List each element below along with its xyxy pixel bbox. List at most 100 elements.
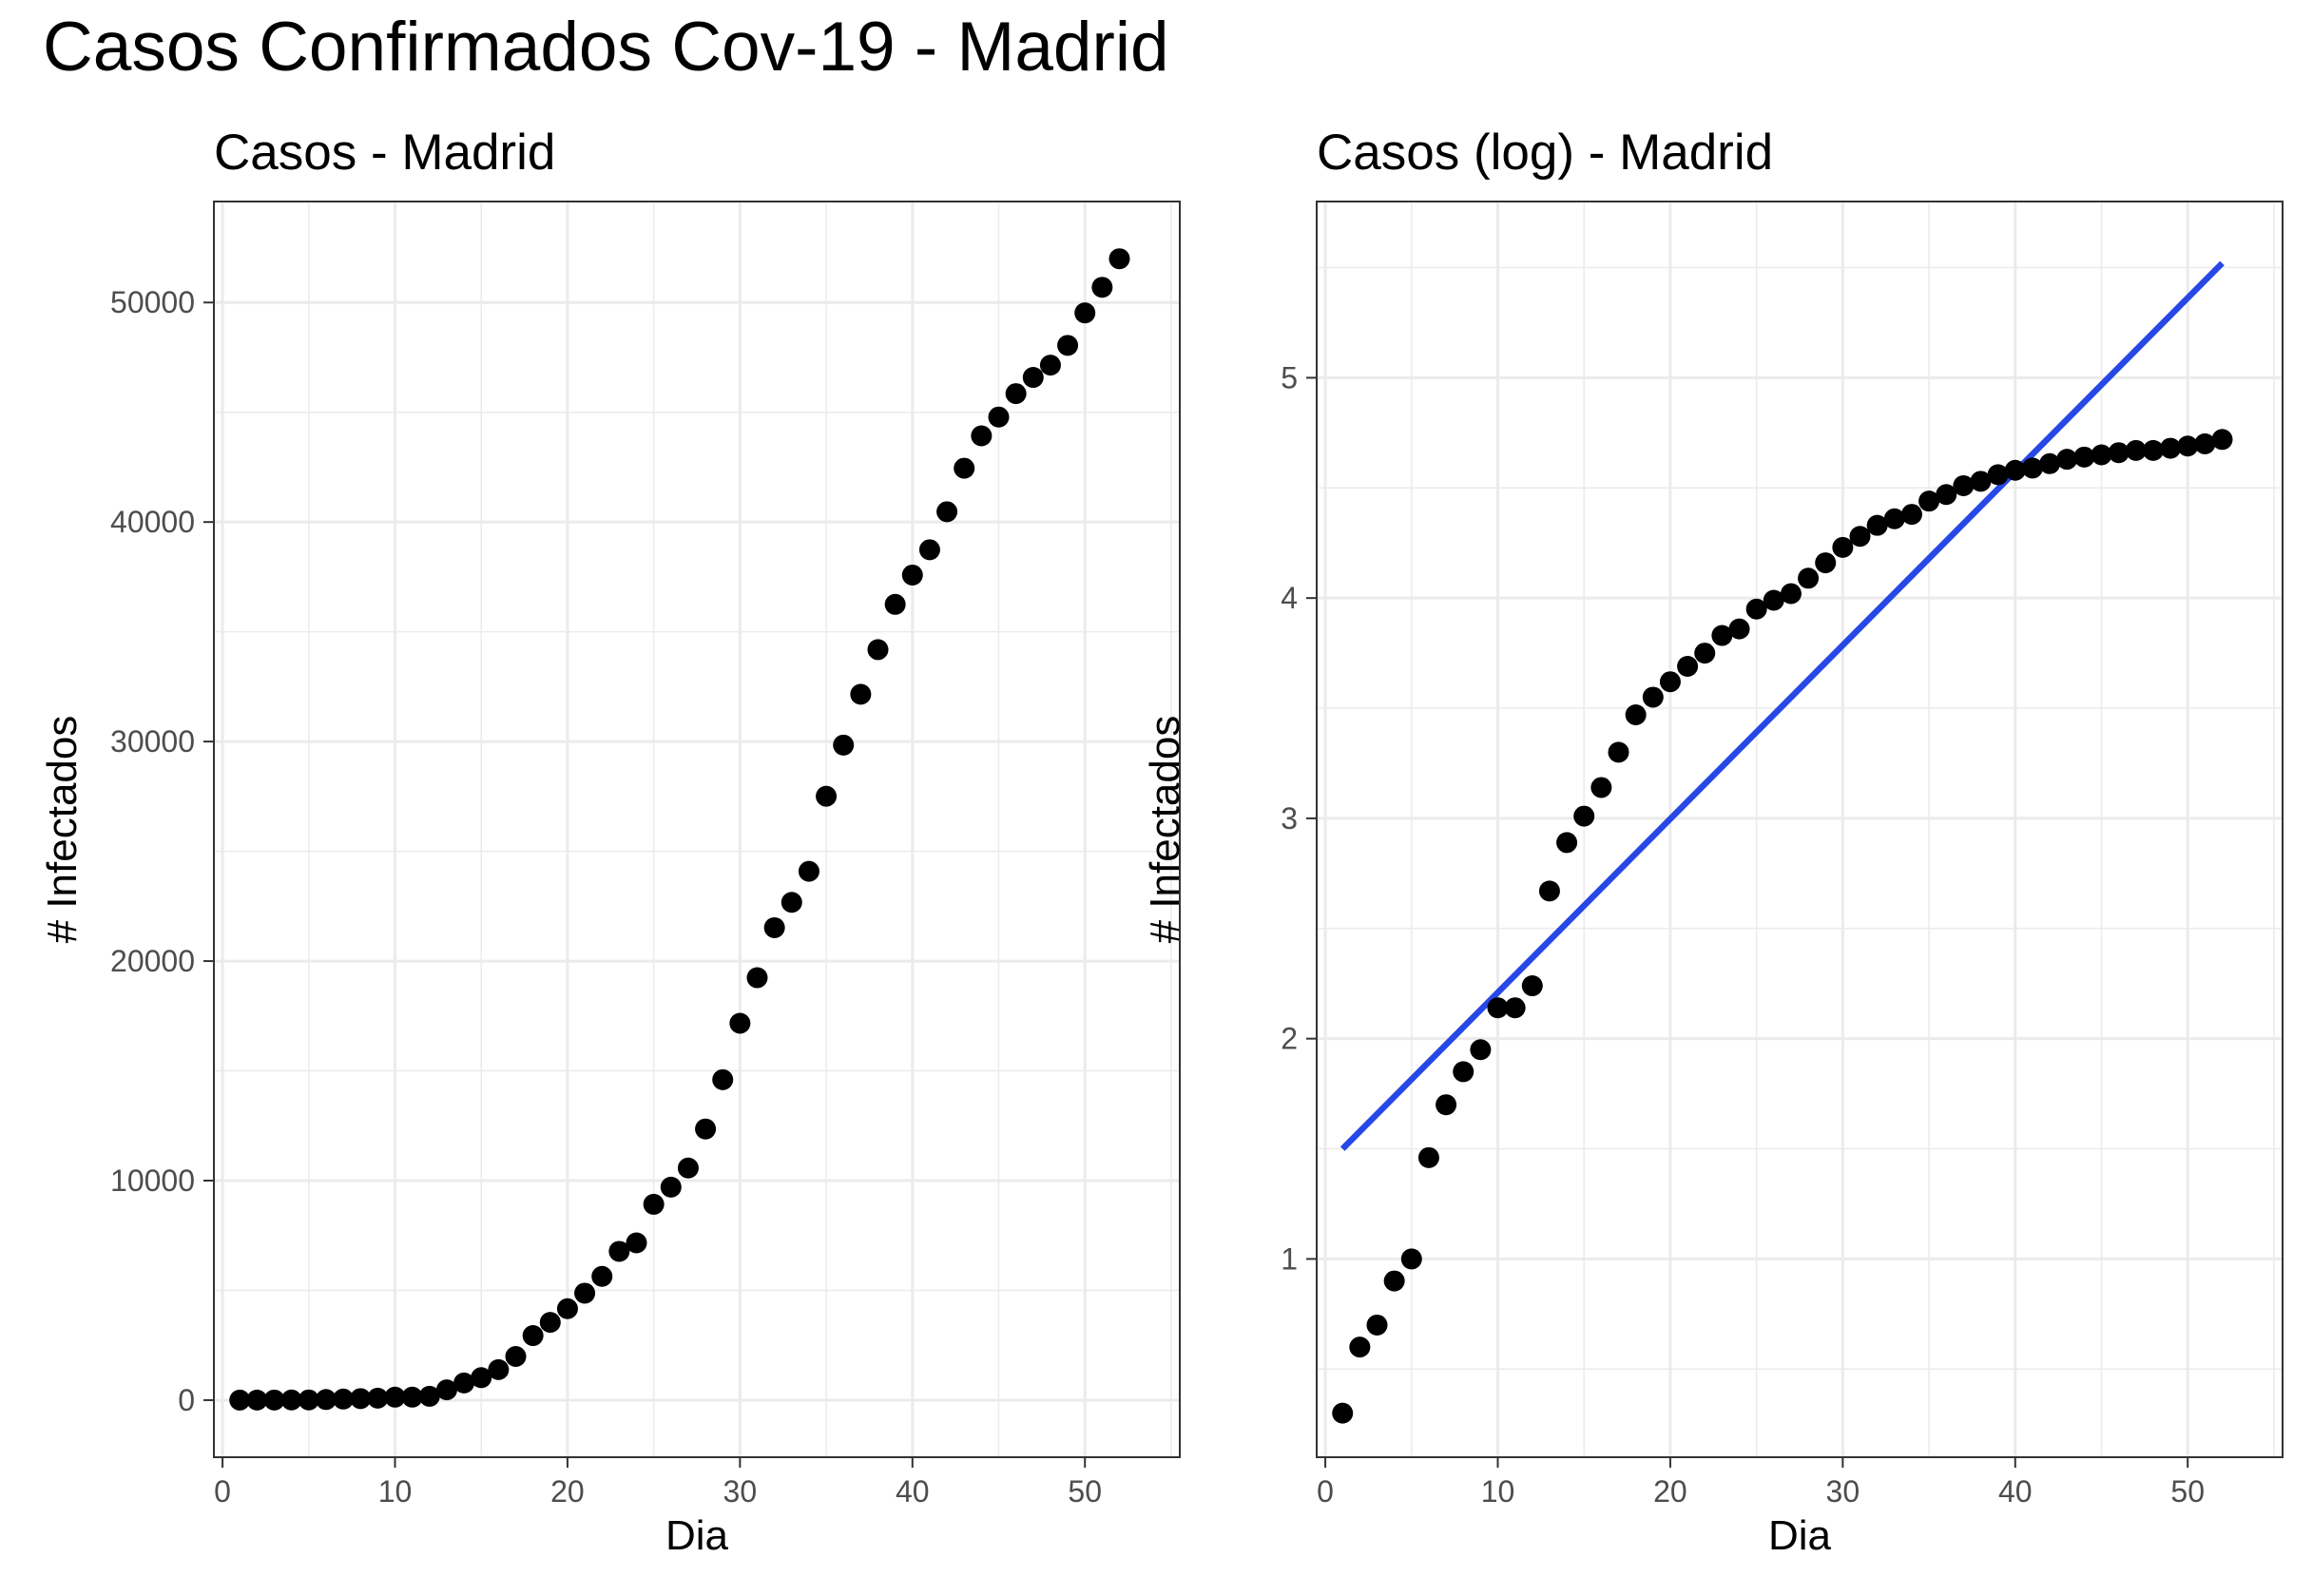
x-tick-label: 40 [1998,1474,2033,1509]
data-point [2177,435,2199,457]
data-point [1400,1248,1422,1270]
panel-border [213,201,1181,1458]
y-tick-label: 3 [1281,801,1298,836]
data-point [1918,490,1940,512]
data-point [763,916,785,938]
data-point [1108,248,1130,270]
data-point [1366,1314,1388,1336]
data-point [1383,1270,1405,1292]
data-point [435,1379,457,1401]
panel-border [1316,201,2284,1458]
data-point [280,1389,302,1411]
data-point [626,1232,647,1254]
data-point [1538,880,1560,902]
y-tick-label: 50000 [110,285,195,319]
data-point [2004,459,2026,481]
data-point [1763,589,1784,611]
data-point [677,1157,699,1179]
data-point [246,1389,268,1411]
data-point [2125,439,2147,461]
panel-background [214,202,1180,1457]
data-point [1590,777,1612,798]
y-tick-label: 40000 [110,505,195,539]
data-point [1074,302,1096,324]
x-tick-label: 20 [1653,1474,1687,1509]
data-point [816,785,838,807]
x-tick-label: 0 [1317,1474,1334,1509]
x-tick-label: 20 [550,1474,585,1509]
data-point [608,1240,630,1262]
data-point [591,1265,613,1287]
data-point [367,1387,389,1409]
data-point [333,1388,355,1410]
data-point [1625,703,1647,725]
data-point [884,593,906,615]
data-point [746,967,768,989]
data-point [471,1367,492,1389]
x-axis-label: Dia [665,1512,729,1559]
data-point [2108,442,2130,464]
data-point [1453,1061,1475,1083]
data-point [574,1282,596,1304]
y-tick-label: 5 [1281,360,1298,394]
data-point [2073,446,2095,468]
x-tick-label: 30 [1826,1474,1860,1509]
data-point [1900,504,1922,526]
data-point [1953,474,1975,496]
panel-title: Casos - Madrid [214,125,555,181]
data-point [918,539,940,561]
y-tick-label: 20000 [110,944,195,978]
data-point [1057,335,1079,356]
data-point [1987,464,2009,486]
data-point [1642,686,1664,708]
y-axis-label: # Infectados [39,716,86,944]
data-point [315,1389,337,1411]
data-point [1091,277,1113,298]
data-point [1436,1094,1457,1116]
data-point [1866,514,1888,536]
data-point [418,1385,440,1407]
data-point [350,1388,372,1410]
y-tick-label: 30000 [110,724,195,759]
panel-2: 0 10 20 30 40 50 1 2 3 4 5 Casos (log) - Madrid Dia #… [1142,125,2284,1559]
data-point [2056,449,2078,471]
data-point [401,1386,423,1408]
data-point [556,1298,578,1319]
data-point [298,1389,319,1411]
data-point [1470,1039,1492,1061]
data-point [781,892,802,913]
data-point [1039,355,1061,376]
data-point [1504,997,1526,1019]
data-point [539,1312,561,1334]
data-point [850,683,872,705]
data-point [1349,1336,1371,1358]
data-point [2211,429,2233,451]
figure-title: Casos Confirmados Cov-19 - Madrid [43,9,1169,86]
panel-1: 0 10 20 30 40 50 0 10000 20000 30000 40000 50000 Cas… [39,125,1181,1559]
data-point [936,501,958,523]
data-point [2039,452,2061,474]
data-point [833,734,855,756]
data-point [1694,643,1716,664]
data-point [229,1389,251,1411]
data-point [1798,567,1820,589]
data-point [1711,625,1733,646]
data-point [1005,383,1027,405]
data-point [643,1193,665,1215]
y-tick-label: 10000 [110,1163,195,1198]
data-point [867,639,889,661]
data-point [488,1358,510,1380]
data-point [954,457,975,479]
data-point [2160,437,2182,459]
data-point [660,1176,682,1198]
data-point [1417,1146,1439,1168]
data-point [522,1325,544,1347]
data-point [988,406,1010,428]
data-point [1780,583,1802,605]
data-point [1332,1402,1354,1424]
data-point [798,860,819,882]
x-tick-label: 10 [1481,1474,1515,1509]
data-point [1487,997,1509,1019]
data-point [453,1372,475,1394]
